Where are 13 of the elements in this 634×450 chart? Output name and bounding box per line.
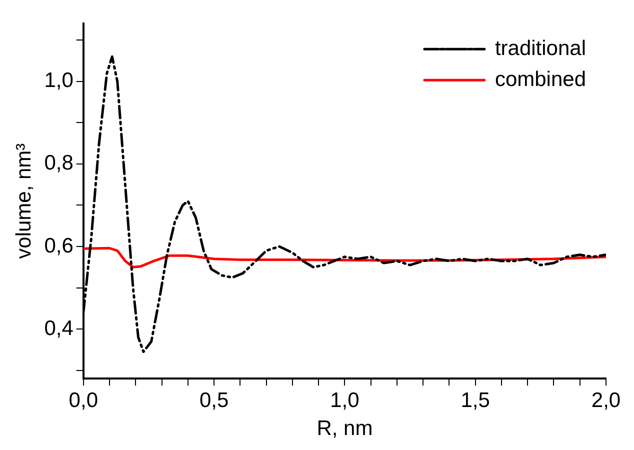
legend-label: traditional (494, 36, 586, 60)
x-tick-label: 2,0 (591, 388, 621, 412)
x-axis-title: R, nm (316, 417, 373, 440)
y-tick-label: 1,0 (44, 69, 74, 92)
x-tick-label: 1,5 (460, 388, 490, 412)
y-tick-label: 0,6 (44, 234, 74, 258)
x-tick-label: 0,5 (199, 388, 229, 412)
x-tick-label: 0,0 (68, 388, 98, 412)
y-axis-title: volume, nm³ (12, 143, 36, 259)
x-tick-label: 1,0 (330, 388, 360, 412)
y-tick-label: 0,8 (44, 152, 74, 175)
y-tick-label: 0,4 (44, 316, 74, 340)
legend-label: combined (494, 68, 586, 91)
